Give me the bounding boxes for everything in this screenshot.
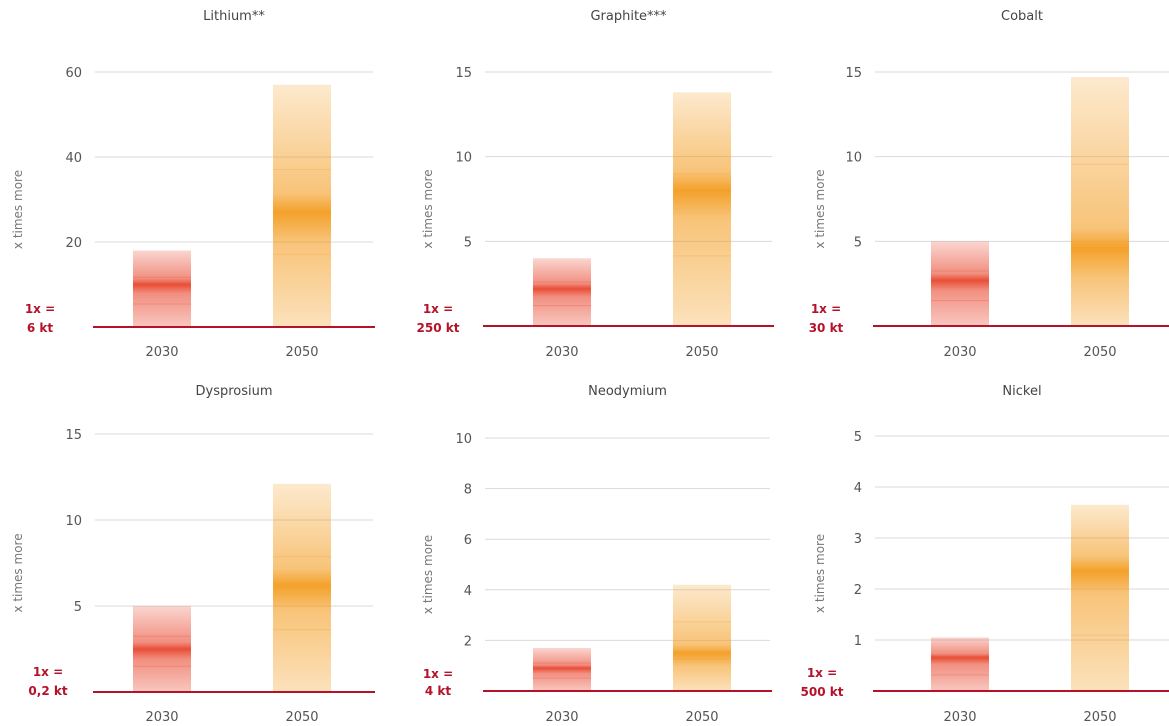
x-tick-label: 2050 bbox=[685, 345, 718, 360]
base-label-line2: 6 kt bbox=[27, 321, 54, 335]
base-label-line2: 0,2 kt bbox=[28, 684, 67, 698]
base-label-line1: 1x = bbox=[25, 302, 55, 316]
bar-2030 bbox=[133, 606, 191, 692]
y-tick-label: 40 bbox=[65, 151, 82, 166]
y-axis-label: x times more bbox=[421, 535, 435, 614]
y-tick-label: 15 bbox=[65, 428, 82, 443]
y-tick-label: 10 bbox=[455, 151, 472, 166]
chart-panel-neodymium: Neodymium 2 4 6 8 10 x times more 2030 2050 1x = 4… bbox=[390, 365, 780, 726]
y-tick-label: 4 bbox=[854, 481, 862, 496]
x-tick-label: 2050 bbox=[1083, 345, 1116, 360]
y-tick-label: 5 bbox=[464, 235, 472, 250]
x-tick-label: 2050 bbox=[285, 710, 318, 725]
y-tick-label: 60 bbox=[65, 66, 82, 81]
chart-graphite: Graphite*** 5 10 15 x times more 2030 2050 1x =… bbox=[417, 9, 774, 360]
chart-lithium: Lithium** 20 40 60 x times more 2030 2050 1x = 6… bbox=[11, 9, 375, 360]
y-tick-label: 10 bbox=[65, 514, 82, 529]
y-axis-label: x times more bbox=[813, 169, 827, 248]
bar-2030 bbox=[533, 258, 591, 326]
x-tick-label: 2030 bbox=[545, 710, 578, 725]
y-axis-label: x times more bbox=[11, 170, 25, 249]
base-label-line1: 1x = bbox=[807, 666, 837, 680]
y-axis-label: x times more bbox=[11, 533, 25, 612]
y-tick-label: 10 bbox=[455, 432, 472, 447]
bar-2030 bbox=[133, 250, 191, 327]
base-label-line1: 1x = bbox=[811, 302, 841, 316]
bar-2050 bbox=[673, 92, 731, 326]
bar-2030 bbox=[931, 241, 989, 326]
y-tick-label: 5 bbox=[74, 600, 82, 615]
bar-2030 bbox=[533, 647, 591, 691]
y-tick-label: 2 bbox=[464, 634, 472, 649]
chart-panel-lithium: Lithium** 20 40 60 x times more 2030 2050 1x = 6… bbox=[0, 0, 390, 365]
chart-title: Nickel bbox=[1002, 384, 1041, 399]
chart-title: Cobalt bbox=[1001, 9, 1043, 24]
y-tick-label: 5 bbox=[854, 430, 862, 445]
y-tick-label: 10 bbox=[845, 151, 862, 166]
chart-neodymium: Neodymium 2 4 6 8 10 x times more 2030 2050 1x = 4… bbox=[421, 384, 772, 725]
chart-title: Graphite*** bbox=[590, 9, 667, 24]
y-axis-label: x times more bbox=[813, 534, 827, 613]
chart-title: Neodymium bbox=[588, 384, 667, 399]
base-label-line2: 4 kt bbox=[425, 684, 452, 698]
bar-2050 bbox=[1071, 504, 1129, 691]
chart-title: Dysprosium bbox=[195, 384, 272, 399]
chart-panel-graphite: Graphite*** 5 10 15 x times more 2030 2050 1x =… bbox=[390, 0, 780, 365]
x-tick-label: 2050 bbox=[685, 710, 718, 725]
chart-panel-nickel: Nickel 1 2 3 4 5 x times more 2030 2050 1x = 500 k… bbox=[780, 365, 1169, 726]
y-tick-label: 6 bbox=[464, 533, 472, 548]
y-tick-label: 15 bbox=[845, 66, 862, 81]
bar-2050 bbox=[673, 584, 731, 691]
x-tick-label: 2030 bbox=[943, 710, 976, 725]
x-tick-label: 2030 bbox=[145, 710, 178, 725]
y-tick-label: 4 bbox=[464, 584, 472, 599]
bar-2050 bbox=[273, 84, 331, 327]
y-tick-label: 5 bbox=[854, 235, 862, 250]
chart-nickel: Nickel 1 2 3 4 5 x times more 2030 2050 1x = 500 k… bbox=[801, 384, 1169, 725]
chart-dysprosium: Dysprosium 5 10 15 x times more 2030 2050 1x = 0… bbox=[11, 384, 375, 725]
base-label-line1: 1x = bbox=[423, 302, 453, 316]
chart-cobalt: Cobalt 5 10 15 x times more 2030 2050 1x = 30 kt bbox=[809, 9, 1169, 360]
x-tick-label: 2050 bbox=[285, 345, 318, 360]
x-tick-label: 2030 bbox=[943, 345, 976, 360]
chart-panel-dysprosium: Dysprosium 5 10 15 x times more 2030 2050 1x = 0… bbox=[0, 365, 390, 726]
bar-2050 bbox=[1071, 77, 1129, 326]
bar-2050 bbox=[273, 483, 331, 692]
y-tick-label: 3 bbox=[854, 532, 862, 547]
bar-2030 bbox=[931, 637, 989, 691]
y-tick-label: 15 bbox=[455, 66, 472, 81]
chart-panel-cobalt: Cobalt 5 10 15 x times more 2030 2050 1x = 30 kt bbox=[780, 0, 1169, 365]
y-tick-label: 1 bbox=[854, 634, 862, 649]
x-tick-label: 2050 bbox=[1083, 710, 1116, 725]
y-tick-label: 8 bbox=[464, 483, 472, 498]
x-tick-label: 2030 bbox=[545, 345, 578, 360]
chart-title: Lithium** bbox=[203, 9, 265, 24]
base-label-line2: 500 kt bbox=[801, 685, 844, 699]
base-label-line1: 1x = bbox=[33, 665, 63, 679]
y-tick-label: 2 bbox=[854, 583, 862, 598]
base-label-line2: 30 kt bbox=[809, 321, 844, 335]
base-label-line1: 1x = bbox=[423, 667, 453, 681]
x-tick-label: 2030 bbox=[145, 345, 178, 360]
base-label-line2: 250 kt bbox=[417, 321, 460, 335]
y-axis-label: x times more bbox=[421, 169, 435, 248]
y-tick-label: 20 bbox=[65, 236, 82, 251]
